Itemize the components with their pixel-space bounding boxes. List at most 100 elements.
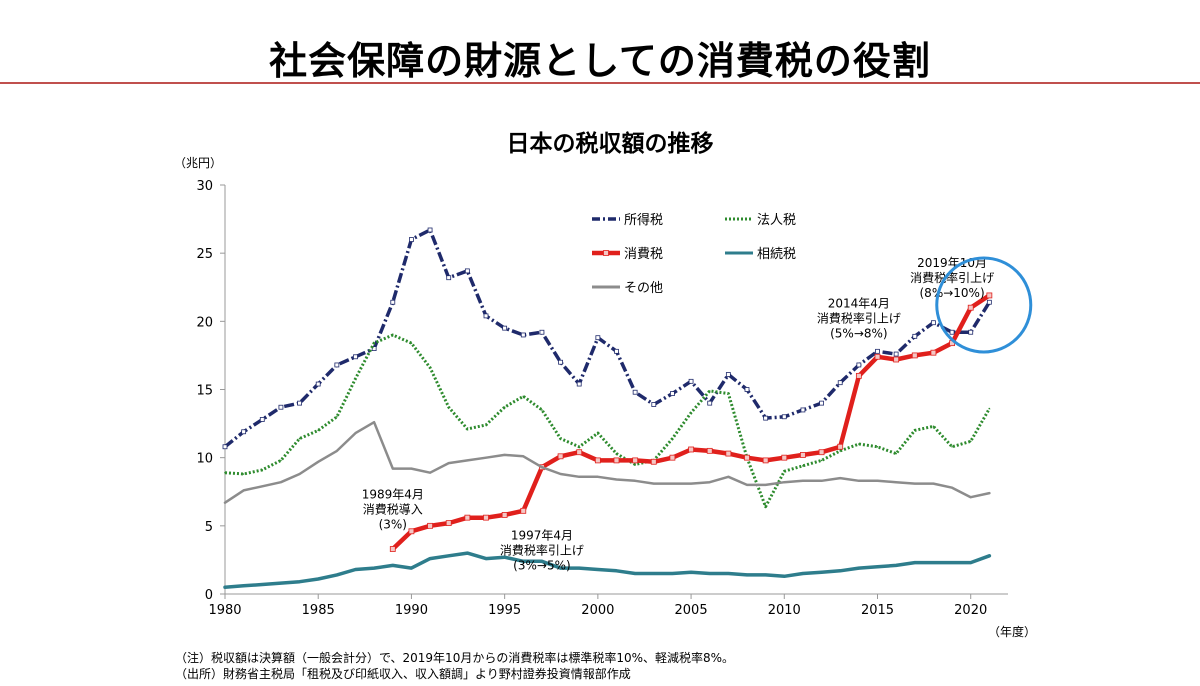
data-point-2 xyxy=(594,457,601,464)
data-point-1 xyxy=(522,395,525,398)
data-point-0 xyxy=(353,354,358,360)
data-point-4 xyxy=(839,477,842,479)
data-point-3 xyxy=(466,552,469,554)
data-point-0 xyxy=(446,275,452,281)
data-point-1 xyxy=(690,411,692,414)
data-point-2 xyxy=(483,514,489,521)
data-point-4 xyxy=(280,481,282,484)
title-divider xyxy=(0,82,1200,84)
data-point-3 xyxy=(671,572,674,575)
data-point-3 xyxy=(298,580,301,583)
series-line-4 xyxy=(223,420,991,504)
data-point-4 xyxy=(708,481,711,484)
data-point-3 xyxy=(429,557,431,560)
data-point-1 xyxy=(876,445,879,448)
data-point-2 xyxy=(893,356,900,363)
annotation-2-line-1: 消費税率引上げ xyxy=(817,311,901,326)
data-point-0 xyxy=(539,329,545,335)
data-point-2 xyxy=(837,443,844,450)
data-point-2 xyxy=(800,452,806,458)
data-point-1 xyxy=(802,465,804,467)
data-point-3 xyxy=(261,583,264,586)
data-point-2 xyxy=(613,457,620,464)
data-point-0 xyxy=(632,389,638,395)
data-point-0 xyxy=(744,387,750,392)
data-point-4 xyxy=(969,496,972,499)
data-point-2 xyxy=(632,457,639,464)
data-point-4 xyxy=(895,481,897,484)
data-point-1 xyxy=(261,469,264,471)
data-point-4 xyxy=(652,482,655,485)
data-point-3 xyxy=(951,561,953,564)
data-point-4 xyxy=(783,481,786,484)
data-point-4 xyxy=(727,475,730,478)
data-point-1 xyxy=(708,390,711,392)
data-point-4 xyxy=(224,501,226,504)
data-point-3 xyxy=(634,572,636,575)
data-point-1 xyxy=(466,428,469,430)
data-point-3 xyxy=(317,578,320,580)
data-point-1 xyxy=(447,406,450,409)
data-point-4 xyxy=(541,466,543,469)
data-point-2 xyxy=(762,457,769,464)
data-point-1 xyxy=(932,425,935,428)
data-point-1 xyxy=(951,445,953,448)
data-point-2 xyxy=(557,453,564,460)
data-point-0 xyxy=(651,402,657,407)
y-tick-label: 5 xyxy=(205,520,213,535)
data-point-0 xyxy=(763,415,769,421)
data-point-0 xyxy=(409,237,414,242)
annotation-3-line-2: (8%→10%) xyxy=(920,286,985,300)
data-point-2 xyxy=(501,512,508,518)
data-point-2 xyxy=(688,446,694,453)
data-point-2 xyxy=(781,454,788,461)
data-point-0 xyxy=(483,313,489,319)
data-point-0 xyxy=(986,299,992,305)
data-point-4 xyxy=(690,482,692,485)
data-point-4 xyxy=(913,482,916,485)
data-point-2 xyxy=(427,522,433,529)
data-point-3 xyxy=(503,556,506,558)
data-point-1 xyxy=(727,392,730,395)
data-point-3 xyxy=(746,574,748,576)
data-point-3 xyxy=(242,585,245,587)
data-point-4 xyxy=(820,480,823,482)
page-title: 社会保障の財源としての消費税の役割 xyxy=(269,39,931,83)
data-point-4 xyxy=(373,421,375,424)
data-point-4 xyxy=(429,471,431,474)
data-point-1 xyxy=(783,470,786,473)
data-point-0 xyxy=(259,417,265,422)
legend-label-1: 法人税 xyxy=(757,213,796,228)
data-point-1 xyxy=(410,342,413,344)
data-point-0 xyxy=(800,407,806,413)
data-point-0 xyxy=(725,372,731,377)
y-tick-label: 20 xyxy=(196,315,213,330)
data-point-0 xyxy=(334,362,340,368)
data-point-4 xyxy=(354,432,357,434)
data-point-2 xyxy=(650,458,657,465)
data-point-0 xyxy=(464,268,470,274)
legend-marker-2 xyxy=(603,250,609,256)
data-point-3 xyxy=(280,582,282,584)
data-point-1 xyxy=(280,459,282,462)
annotation-3-line-1: 消費税率引上げ xyxy=(910,270,994,285)
data-point-4 xyxy=(559,473,562,475)
data-point-3 xyxy=(969,561,972,564)
data-point-3 xyxy=(410,567,413,569)
data-point-0 xyxy=(241,429,247,435)
data-point-4 xyxy=(597,475,599,478)
x-tick-label: 2020 xyxy=(954,603,987,618)
data-point-0 xyxy=(912,333,918,339)
x-tick-label: 2015 xyxy=(861,603,894,618)
data-point-0 xyxy=(707,400,713,406)
data-point-2 xyxy=(669,454,676,461)
data-point-3 xyxy=(373,567,375,569)
data-point-4 xyxy=(802,480,804,482)
data-point-0 xyxy=(558,359,563,365)
data-point-1 xyxy=(373,342,375,344)
data-point-0 xyxy=(856,362,862,368)
data-point-2 xyxy=(576,449,583,456)
data-point-3 xyxy=(559,567,562,569)
data-point-1 xyxy=(820,459,823,462)
data-point-2 xyxy=(706,447,713,454)
